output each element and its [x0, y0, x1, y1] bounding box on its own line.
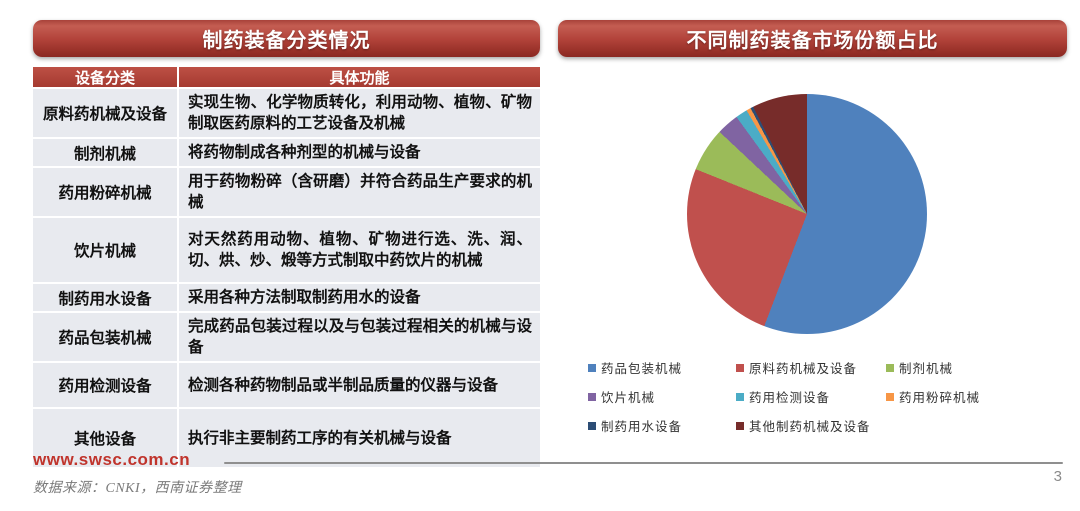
legend-item: 药用检测设备: [736, 387, 886, 406]
legend-marker-icon: [736, 363, 744, 372]
equipment-category: 制剂机械: [33, 139, 179, 166]
legend-marker-icon: [588, 421, 596, 430]
legend-item: 药用粉碎机械: [886, 387, 1068, 406]
right-panel-title: 不同制药装备市场份额占比: [686, 30, 939, 52]
table-row: 药品包装机械 完成药品包装过程以及与包装过程相关的机械与设备: [33, 313, 540, 363]
equipment-function: 将药物制成各种剂型的机械与设备: [188, 144, 421, 161]
table-row: 制药用水设备 采用各种方法制取制药用水的设备: [33, 284, 540, 313]
legend-item: 饮片机械: [588, 387, 736, 406]
legend-marker-icon: [588, 363, 596, 372]
equipment-category: 药用检测设备: [33, 363, 179, 407]
legend-item: 原料药机械及设备: [736, 358, 886, 377]
legend-marker-icon: [736, 392, 744, 401]
left-panel-title: 制药装备分类情况: [202, 30, 371, 52]
legend-item: 药品包装机械: [588, 358, 736, 377]
legend-item: 其他制药机械及设备: [736, 416, 886, 435]
table-row: 原料药机械及设备 实现生物、化学物质转化，利用动物、植物、矿物制取医药原料的工艺设…: [33, 89, 540, 139]
legend-label: 药用粉碎机械: [899, 391, 981, 405]
legend-marker-icon: [886, 363, 894, 372]
equipment-function: 检测各种药物制品或半制品质量的仪器与设备: [188, 376, 499, 394]
equipment-function: 对天然药用动物、植物、矿物进行选、洗、润、切、烘、炒、煅等方式制取中药饮片的机械: [188, 231, 532, 269]
equipment-function: 采用各种方法制取制药用水的设备: [188, 289, 421, 306]
equipment-category: 其他设备: [33, 409, 179, 467]
table-row: 药用粉碎机械 用于药物粉碎（含研磨）并符合药品生产要求的机械: [33, 168, 540, 218]
legend-label: 原料药机械及设备: [749, 362, 858, 376]
legend-label: 制药用水设备: [601, 420, 683, 434]
equipment-category: 原料药机械及设备: [33, 89, 179, 137]
table-header-row: 设备分类 具体功能: [33, 67, 540, 89]
equipment-function: 完成药品包装过程以及与包装过程相关的机械与设备: [188, 318, 532, 356]
pie-chart: [687, 94, 927, 334]
legend-label: 制剂机械: [899, 362, 954, 376]
legend-label: 其他制药机械及设备: [749, 420, 871, 434]
footer-divider-line: [224, 462, 1063, 464]
equipment-function: 用于药物粉碎（含研磨）并符合药品生产要求的机械: [188, 173, 532, 211]
equipment-function: 实现生物、化学物质转化，利用动物、植物、矿物制取医药原料的工艺设备及机械: [188, 94, 532, 132]
table-body: 原料药机械及设备 实现生物、化学物质转化，利用动物、植物、矿物制取医药原料的工艺设…: [33, 89, 540, 469]
equipment-category: 饮片机械: [33, 218, 179, 282]
legend-marker-icon: [736, 421, 744, 430]
table-header-category: 设备分类: [33, 67, 179, 88]
equipment-classification-table: 设备分类 具体功能 原料药机械及设备 实现生物、化学物质转化，利用动物、植物、矿物…: [33, 67, 540, 469]
equipment-category: 制药用水设备: [33, 284, 179, 311]
right-panel-title-bar: 不同制药装备市场份额占比: [558, 20, 1067, 57]
legend-label: 饮片机械: [601, 391, 656, 405]
page-number: 3: [1053, 468, 1062, 485]
legend-item: 制剂机械: [886, 358, 1068, 377]
legend-item: 制药用水设备: [588, 416, 736, 435]
table-row: 药用检测设备 检测各种药物制品或半制品质量的仪器与设备: [33, 363, 540, 409]
table-row: 制剂机械 将药物制成各种剂型的机械与设备: [33, 139, 540, 168]
legend-marker-icon: [886, 392, 894, 401]
equipment-category: 药用粉碎机械: [33, 168, 179, 216]
footer-url: www.swsc.com.cn: [33, 450, 191, 469]
legend-label: 药品包装机械: [601, 362, 683, 376]
table-header-function: 具体功能: [329, 70, 390, 87]
source-note: 数据来源：CNKI，西南证券整理: [33, 481, 242, 496]
chart-legend: 药品包装机械 原料药机械及设备 制剂机械饮片机械 药用检测设备 药用粉碎机械制药用水设备…: [588, 358, 1068, 435]
left-panel-title-bar: 制药装备分类情况: [33, 20, 540, 57]
equipment-function: 执行非主要制药工序的有关机械与设备: [188, 429, 452, 447]
legend-label: 药用检测设备: [749, 391, 831, 405]
legend-marker-icon: [588, 392, 596, 401]
equipment-category: 药品包装机械: [33, 313, 179, 361]
table-row: 其他设备 执行非主要制药工序的有关机械与设备: [33, 409, 540, 469]
table-row: 饮片机械 对天然药用动物、植物、矿物进行选、洗、润、切、烘、炒、煅等方式制取中药饮…: [33, 218, 540, 284]
